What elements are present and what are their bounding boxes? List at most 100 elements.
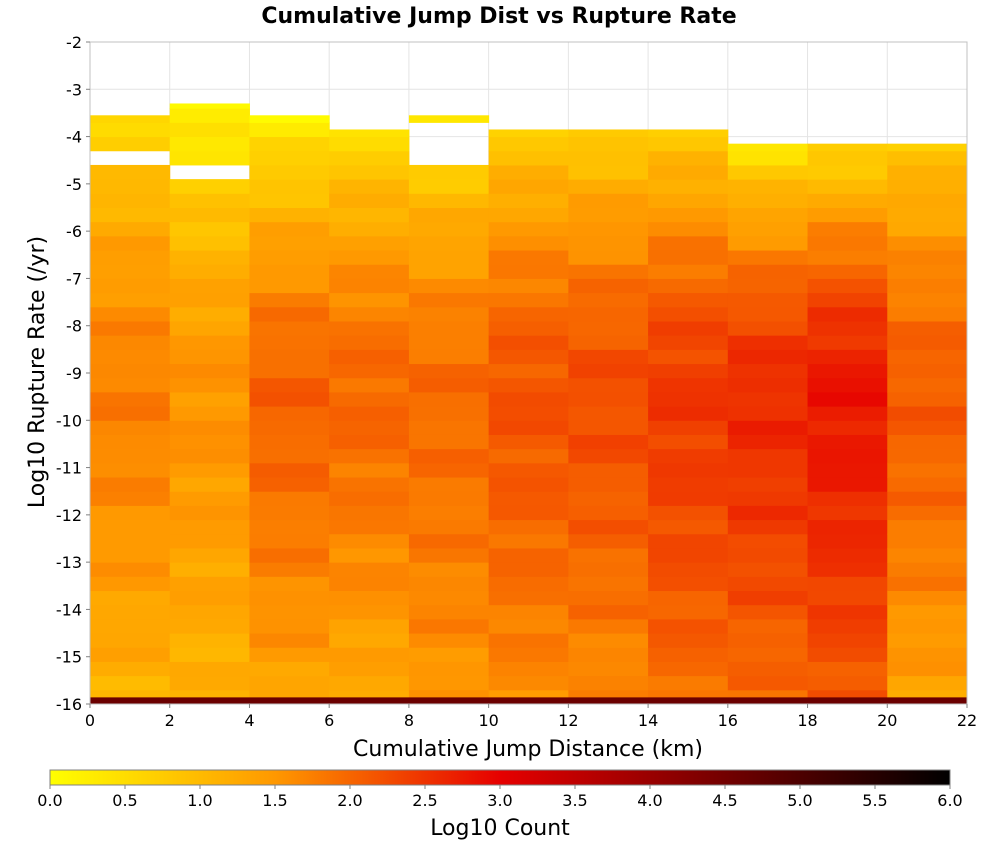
heatmap-cell [727,320,809,336]
heatmap-cell [727,590,809,606]
heatmap-cell [408,547,490,563]
heatmap-cell [727,363,809,379]
heatmap-cell [568,164,649,180]
x-tick-label: 10 [478,711,498,730]
heatmap-cell [727,193,809,208]
heatmap-cell [249,434,330,450]
heatmap-cell [648,193,729,208]
heatmap-cell [488,306,569,322]
heatmap-cell [488,278,569,294]
heatmap-cell [887,604,968,620]
heatmap-cell [169,363,250,379]
heatmap-cell [249,633,330,648]
heatmap-cell [727,349,809,365]
heatmap-cell [727,434,809,450]
heatmap-cell [90,519,171,535]
heatmap-cell [249,164,330,180]
heatmap-cell [648,250,729,265]
heatmap-cell [408,576,490,592]
heatmap-cell [887,462,968,478]
heatmap-cell [90,115,171,123]
heatmap-cell [90,292,171,308]
heatmap-cell [329,221,410,237]
colorbar-tick-label: 5.5 [862,791,887,810]
heatmap-cell [408,448,490,464]
heatmap-cell [887,250,968,265]
heatmap-cell [249,590,330,606]
heatmap-cell [329,391,410,407]
heatmap-cell [887,292,968,308]
heatmap-cell [648,179,729,194]
heatmap-cell [249,179,330,194]
heatmap-cell [488,179,569,194]
heatmap-cell [169,491,250,506]
heatmap-cell [249,448,330,464]
heatmap-cell [727,406,809,421]
heatmap-cell [648,448,729,464]
heatmap-cell [727,221,809,237]
heatmap-cell [249,576,330,592]
heatmap-cell [329,547,410,563]
y-tick-label: -13 [56,553,82,572]
heatmap-cell [807,647,888,662]
heatmap-cell [488,164,569,180]
heatmap-cell [568,675,649,691]
heatmap-cell [329,675,410,691]
colorbar-label: Log10 Count [430,816,570,841]
heatmap-cell [648,547,729,563]
heatmap-cell [90,193,171,208]
heatmap-cell [169,519,250,535]
heatmap-cell [727,278,809,294]
heatmap-cell [249,491,330,506]
heatmap-cell [648,235,729,251]
heatmap-cell [807,505,888,521]
heatmap-cell [807,306,888,322]
heatmap-cell [807,335,888,350]
heatmap-cell [648,505,729,521]
heatmap-cell [887,519,968,535]
heatmap-cell [169,604,250,620]
heatmap-cell [329,150,410,166]
heatmap-cell [90,547,171,563]
heatmap-cell [648,207,729,223]
heatmap-cell [408,377,490,393]
y-tick-label: -11 [56,459,82,478]
heatmap-cell [568,235,649,251]
heatmap-cell [807,221,888,237]
heatmap-cell [488,363,569,379]
heatmap-cell [169,278,250,294]
heatmap-cell [727,207,809,223]
heatmap-cell [249,264,330,279]
heatmap-cell [727,164,809,180]
heatmap-cell [488,335,569,350]
colorbar-tick-label: 3.0 [487,791,512,810]
heatmap-cell [887,264,968,279]
heatmap-cell [568,264,649,279]
heatmap-cell [169,647,250,662]
heatmap-cell [169,477,250,492]
heatmap-cell [90,335,171,350]
heatmap-cell [807,633,888,648]
heatmap-cell [329,462,410,478]
heatmap-cell [408,533,490,549]
heatmap-cell [169,193,250,208]
heatmap-cell [249,505,330,521]
heatmap-cell [488,647,569,662]
heatmap-cell [648,491,729,506]
heatmap-cell [249,604,330,620]
heatmap-cell [887,221,968,237]
heatmap-cell [408,505,490,521]
heatmap-cell [648,434,729,450]
y-tick-label: -12 [56,506,82,525]
heatmap-cell [727,235,809,251]
y-tick-label: -3 [66,80,82,99]
heatmap-cell [648,590,729,606]
heatmap-cell [329,306,410,322]
heatmap-cell [329,406,410,421]
heatmap-cell [887,647,968,662]
heatmap-cell [727,306,809,322]
heatmap-cell [488,675,569,691]
heatmap-cell [568,661,649,677]
heatmap-cell [807,675,888,691]
y-tick-label: -16 [56,695,82,714]
